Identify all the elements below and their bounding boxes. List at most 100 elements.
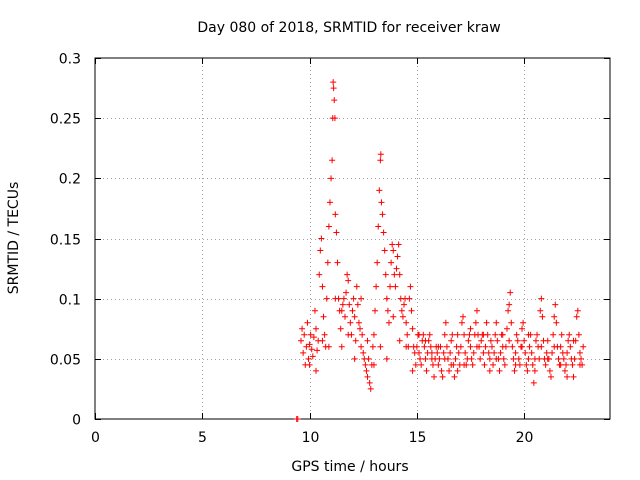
data-point [470,349,477,356]
data-point [480,349,487,356]
data-point [509,343,516,350]
data-point [551,313,558,320]
data-point [564,373,571,380]
data-point [525,355,532,362]
data-point [480,331,487,338]
data-point [446,367,453,374]
data-point [565,337,572,344]
data-point [358,295,365,302]
data-point [323,295,330,302]
data-point [576,361,583,368]
data-point [483,319,490,326]
data-point [310,334,317,341]
data-point [502,343,509,350]
data-point [338,307,345,314]
data-point [506,301,513,308]
data-point [412,361,419,368]
data-point [413,343,420,350]
data-point [359,331,366,338]
data-point [538,343,545,350]
y-tick-label: 0.2 [59,172,81,188]
data-point [531,367,538,374]
data-point [360,349,367,356]
data-point [563,361,570,368]
data-point [328,175,335,182]
data-point [512,361,519,368]
data-point [435,343,442,350]
y-tick-label: 0 [72,413,81,429]
data-point [506,337,513,344]
data-point [452,355,459,362]
data-point [329,157,336,164]
data-point [525,331,532,338]
data-point [294,416,301,422]
data-point [299,325,306,332]
data-point [339,301,346,308]
y-tick-label: 0.05 [50,353,81,369]
data-point [344,271,351,278]
data-point [341,313,348,320]
data-point [417,355,424,362]
data-point [314,347,321,354]
data-point [366,379,373,386]
data-point [399,313,406,320]
data-point [313,325,320,332]
x-tick-label: 5 [198,430,207,446]
x-tick-label: 0 [91,430,100,446]
data-point [351,355,358,362]
data-point [300,349,307,356]
data-point [544,337,551,344]
data-point [377,151,384,158]
data-point [553,319,560,326]
data-point [337,325,344,332]
data-point [334,259,341,266]
data-point [418,361,425,368]
data-point [326,199,333,206]
data-point [375,223,382,230]
data-point [408,307,415,314]
data-point [378,199,385,206]
data-point [560,355,567,362]
data-point [364,373,371,380]
data-point [434,349,441,356]
data-point [394,253,401,260]
data-point [396,337,403,344]
data-point [520,319,527,326]
data-point [374,259,381,266]
data-point [486,367,493,374]
data-point [557,343,564,350]
data-point [451,373,458,380]
data-point [319,283,326,290]
data-point [365,355,372,362]
data-point [407,283,414,290]
plot-frame [94,57,611,420]
data-point [505,307,512,314]
data-point [455,349,462,356]
data-point [325,223,332,230]
data-point [441,331,448,338]
data-point [522,349,529,356]
data-point [467,325,474,332]
data-point [454,331,461,338]
data-point [529,361,536,368]
data-point [369,343,376,350]
data-point [330,85,337,92]
data-point [493,355,500,362]
data-point [526,343,533,350]
data-point [313,367,320,374]
y-tick-label: 0.1 [59,293,81,309]
data-point [485,349,492,356]
data-point [567,343,574,350]
data-point [423,367,430,374]
x-tick-label: 15 [409,430,427,446]
data-point [306,341,313,348]
data-point [461,361,468,368]
data-point [392,283,399,290]
data-point [564,349,571,356]
data-point [477,355,484,362]
data-point [391,271,398,278]
series-SRMTID [293,79,587,422]
data-point [379,211,386,218]
data-point [468,355,475,362]
